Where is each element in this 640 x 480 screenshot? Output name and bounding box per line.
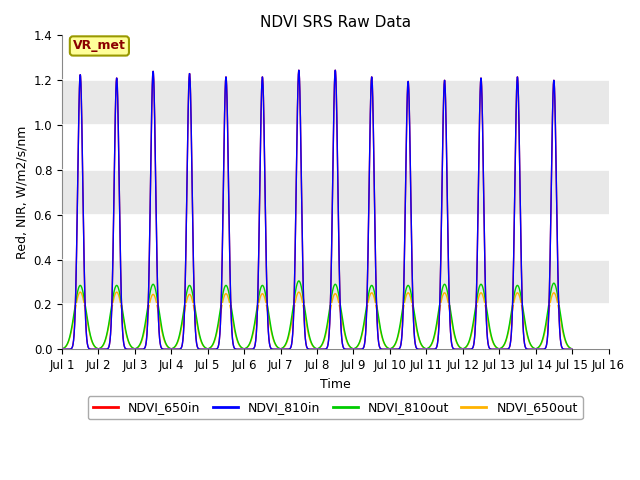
Bar bbox=[62, 260, 609, 304]
Bar bbox=[62, 215, 609, 260]
Y-axis label: Red, NIR, W/m2/s/nm: Red, NIR, W/m2/s/nm bbox=[15, 126, 28, 259]
Title: NDVI SRS Raw Data: NDVI SRS Raw Data bbox=[260, 15, 411, 30]
Legend: NDVI_650in, NDVI_810in, NDVI_810out, NDVI_650out: NDVI_650in, NDVI_810in, NDVI_810out, NDV… bbox=[88, 396, 583, 420]
Text: VR_met: VR_met bbox=[73, 39, 126, 52]
Bar bbox=[62, 36, 609, 80]
Bar bbox=[62, 80, 609, 125]
Bar bbox=[62, 170, 609, 215]
Bar bbox=[62, 304, 609, 349]
X-axis label: Time: Time bbox=[320, 378, 351, 391]
Bar bbox=[62, 125, 609, 170]
